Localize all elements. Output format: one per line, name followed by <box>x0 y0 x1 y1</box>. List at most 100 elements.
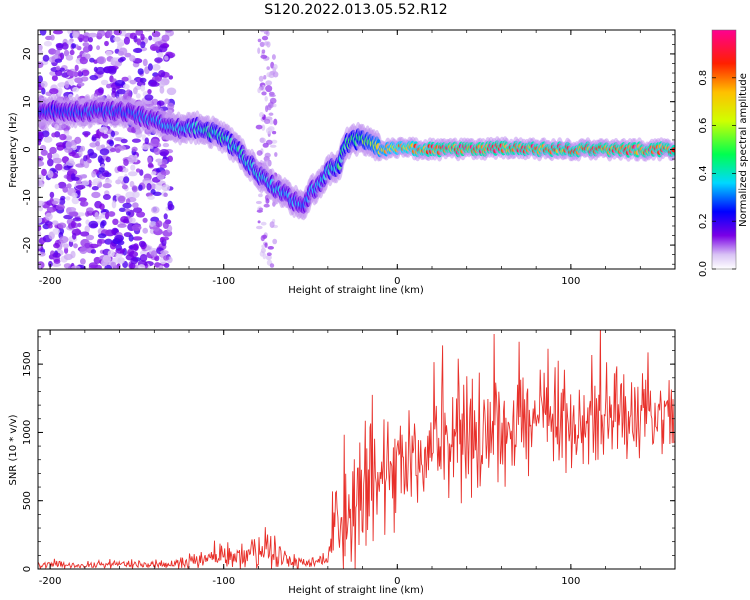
heatmap-noise-blob <box>99 203 105 210</box>
heatmap-noise-blob <box>56 87 63 95</box>
heatmap-noise-blob <box>268 112 274 116</box>
colorbar-tick-label: 0.4 <box>698 165 709 181</box>
heatmap-noise-blob <box>80 76 89 82</box>
heatmap-noise-blob <box>152 64 161 71</box>
heatmap-noise-blob <box>89 57 95 63</box>
heatmap-noise-blob <box>75 228 80 235</box>
snr-series-line <box>38 330 675 569</box>
heatmap-noise-blob <box>164 98 170 105</box>
heatmap-noise-blob <box>100 144 105 149</box>
heatmap-noise-blob <box>73 243 78 249</box>
heatmap-noise-blob <box>84 242 91 249</box>
heatmap-noise-blob <box>133 87 138 95</box>
heatmap-noise-blob <box>142 217 148 223</box>
heatmap-noise-blob <box>257 87 261 94</box>
heatmap-noise-blob <box>76 180 82 185</box>
heatmap-noise-blob <box>96 56 107 65</box>
heatmap-noise-blob <box>88 243 99 249</box>
heatmap-noise-blob <box>91 186 99 191</box>
heatmap-noise-blob <box>132 236 143 241</box>
heatmap-noise-blob <box>151 206 160 214</box>
heatmap-noise-blob <box>49 191 55 199</box>
heatmap-noise-blob <box>269 144 277 148</box>
heatmap-noise-blob <box>135 93 141 99</box>
heatmap-noise-blob <box>40 80 48 88</box>
heatmap-noise-blob <box>101 220 107 227</box>
heatmap-noise-blob <box>72 86 80 93</box>
heatmap-noise-blob <box>152 191 162 196</box>
heatmap-noise-blob <box>72 31 79 39</box>
heatmap-noise-blob <box>117 223 127 228</box>
heatmap-noise-blob <box>57 222 67 229</box>
heatmap-noise-blob <box>273 118 278 126</box>
heatmap-noise-blob <box>53 30 63 35</box>
heatmap-noise-blob <box>82 42 90 47</box>
heatmap-noise-blob <box>263 75 267 80</box>
heatmap-noise-blob <box>69 49 75 56</box>
heatmap-noise-blob <box>79 247 88 254</box>
y-tick-label: 1000 <box>22 420 33 445</box>
heatmap-noise-blob <box>110 35 116 43</box>
heatmap-noise-blob <box>137 68 144 75</box>
heatmap-noise-blob <box>53 49 61 56</box>
heatmap-noise-blob <box>122 219 130 224</box>
heatmap-noise-blob <box>273 103 277 108</box>
heatmap-noise-blob <box>133 35 138 43</box>
heatmap-noise-blob <box>269 94 276 98</box>
heatmap-noise-blob <box>85 211 90 217</box>
heatmap-noise-blob <box>80 231 90 237</box>
heatmap-noise-blob <box>38 75 43 83</box>
heatmap-noise-blob <box>63 253 73 261</box>
heatmap-noise-blob <box>65 54 74 61</box>
heatmap-noise-blob <box>88 220 99 229</box>
heatmap-noise-blob <box>168 75 174 80</box>
heatmap-noise-blob <box>38 49 44 55</box>
spectrogram-x-ticks: -200 -100 0 100 <box>39 30 676 287</box>
heatmap-noise-blob <box>167 155 173 163</box>
heatmap-noise-blob <box>147 63 153 71</box>
x-tick-label: -100 <box>212 576 235 587</box>
heatmap-noise-blob <box>104 40 109 47</box>
heatmap-noise-blob <box>136 38 142 46</box>
heatmap-noise-blob <box>262 142 269 148</box>
heatmap-noise-blob <box>96 238 103 247</box>
heatmap-noise-blob <box>72 217 82 222</box>
heatmap-noise-blob <box>97 233 107 239</box>
heatmap-noise-blob <box>106 83 112 89</box>
heatmap-noise-blob <box>51 220 59 226</box>
y-tick-label: 10 <box>22 95 33 108</box>
heatmap-noise-blob <box>123 36 130 45</box>
heatmap-noise-blob <box>121 184 128 190</box>
heatmap-noise-blob <box>101 258 109 267</box>
colorbar-tick-label: 0.8 <box>698 70 709 86</box>
heatmap-noise-blob <box>91 136 97 142</box>
heatmap-noise-blob <box>114 79 125 87</box>
x-tick-label: -200 <box>39 576 62 587</box>
heatmap-noise-blob <box>260 221 267 226</box>
heatmap-noise-blob <box>72 232 77 240</box>
snr-x-label: Height of straight line (km) <box>288 585 424 596</box>
heatmap-noise-blob <box>152 36 162 43</box>
figure-title: S120.2022.013.05.52.R12 <box>264 2 447 18</box>
snr-x-ticks: -200 -100 0 100 <box>39 330 676 587</box>
heatmap-noise-blob <box>41 168 47 177</box>
x-tick-label: 0 <box>394 576 400 587</box>
heatmap-noise-blob <box>138 240 146 248</box>
heatmap-noise-blob <box>110 130 116 137</box>
heatmap-noise-blob <box>74 64 79 72</box>
heatmap-noise-blob <box>97 30 106 37</box>
heatmap-noise-blob <box>72 144 77 151</box>
heatmap-noise-blob <box>272 238 278 245</box>
heatmap-noise-blob <box>120 138 128 144</box>
heatmap-noise-blob <box>125 191 135 199</box>
heatmap-noise-blob <box>260 54 268 59</box>
y-tick-label: 1500 <box>22 351 33 376</box>
heatmap-noise-blob <box>38 61 44 69</box>
heatmap-noise-blob <box>160 170 167 175</box>
heatmap-noise-blob <box>90 249 97 254</box>
heatmap-noise-blob <box>265 254 272 261</box>
heatmap-noise-blob <box>59 67 65 72</box>
heatmap-noise-blob <box>264 118 271 125</box>
heatmap-noise-blob <box>159 164 167 169</box>
heatmap-noise-blob <box>43 136 53 143</box>
